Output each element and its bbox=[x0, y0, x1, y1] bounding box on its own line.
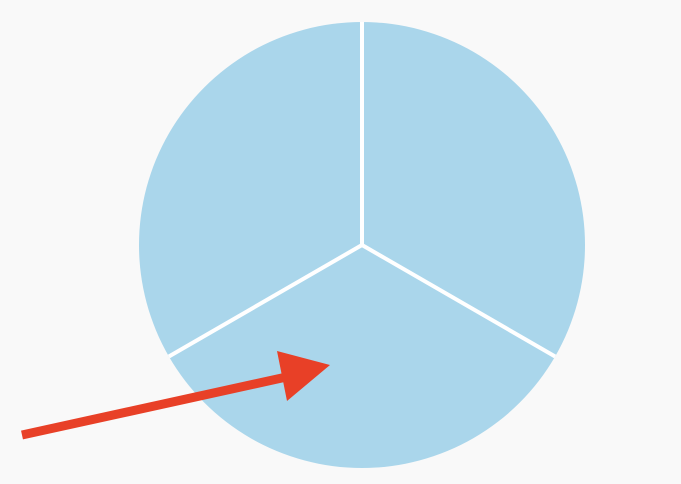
arrow-right-icon bbox=[21, 351, 330, 440]
pie-slice-3 bbox=[138, 22, 362, 357]
pie-circle bbox=[138, 22, 585, 468]
pie-divider-3 bbox=[167, 243, 363, 359]
pie-divider-2 bbox=[360, 243, 557, 359]
arrow-head bbox=[277, 351, 330, 401]
arrow-shaft bbox=[21, 369, 301, 440]
pie-slice-1 bbox=[362, 22, 585, 357]
